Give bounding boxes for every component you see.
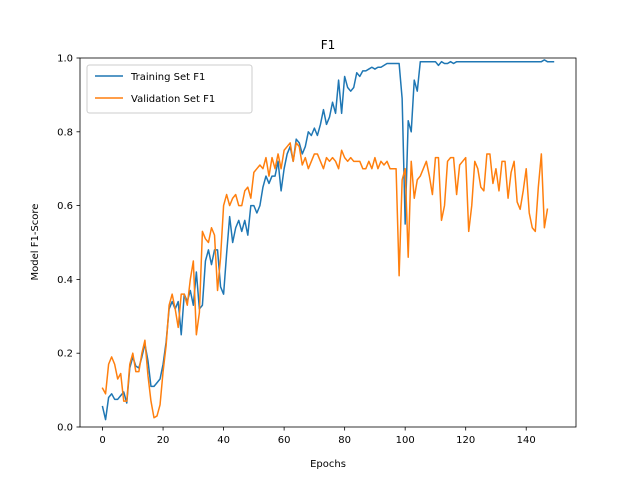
axes-frame (79, 57, 577, 428)
legend-box (86, 64, 253, 114)
x-tick-label: 100 (396, 435, 415, 446)
legend: Training Set F1 Validation Set F1 (86, 64, 253, 114)
x-tick-label: 0 (99, 435, 105, 446)
y-axis-label: Model F1-Score (30, 204, 41, 281)
y-tick-label: 1.0 (57, 54, 73, 65)
series-line-validation (101, 142, 549, 419)
x-tick-label: 80 (338, 435, 351, 446)
y-tick-label: 0.8 (57, 127, 73, 138)
plot-area (101, 59, 555, 421)
x-tick-label: 40 (217, 435, 230, 446)
chart-title: F1 (321, 38, 336, 52)
series-line-training (101, 59, 555, 421)
y-tick-label: 0.4 (57, 275, 73, 286)
x-axis-label: Epochs (310, 459, 346, 470)
x-tick-label: 120 (456, 435, 475, 446)
x-tick-label: 140 (517, 435, 536, 446)
y-tick-label: 0.2 (57, 349, 73, 360)
y-tick-label: 0.6 (57, 201, 73, 212)
axes: 0 20 40 60 80 100 120 140 0.0 0.2 0.4 0.6 0.8 1.0 (57, 54, 577, 446)
legend-label: Training Set F1 (130, 72, 205, 83)
x-tick-label: 20 (157, 435, 170, 446)
legend-label: Validation Set F1 (131, 94, 215, 105)
x-tick-label: 60 (278, 435, 291, 446)
y-tick-label: 0.0 (57, 423, 73, 434)
